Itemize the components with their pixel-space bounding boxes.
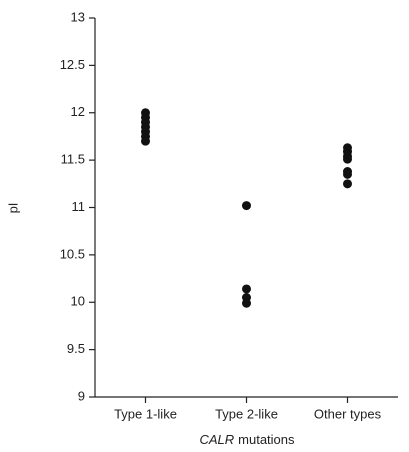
x-axis-label: CALR mutations [199,432,295,447]
y-tick-label: 12.5 [60,57,85,72]
dot [343,154,352,164]
dot [242,284,251,294]
y-axis-label: pI [5,203,20,214]
dot [242,201,251,211]
y-tick-label: 12 [71,104,85,119]
y-tick-label: 13 [71,9,85,24]
dot [343,179,352,189]
y-tick-label: 9.5 [67,341,85,356]
x-label-rest: mutations [238,432,295,447]
x-tick-label: Type 1-like [114,406,177,421]
dot [141,136,150,146]
y-tick-label: 10.5 [60,246,85,261]
dot [343,169,352,179]
x-label-italic: CALR [199,432,234,447]
y-tick-label: 11 [72,199,86,214]
y-tick-label: 10 [71,294,85,309]
dot [242,298,251,308]
x-tick-label: Type 2-like [215,406,278,421]
y-tick-label: 9 [78,388,85,403]
x-tick-label: Other types [314,406,382,421]
y-tick-label: 11.5 [61,152,85,167]
